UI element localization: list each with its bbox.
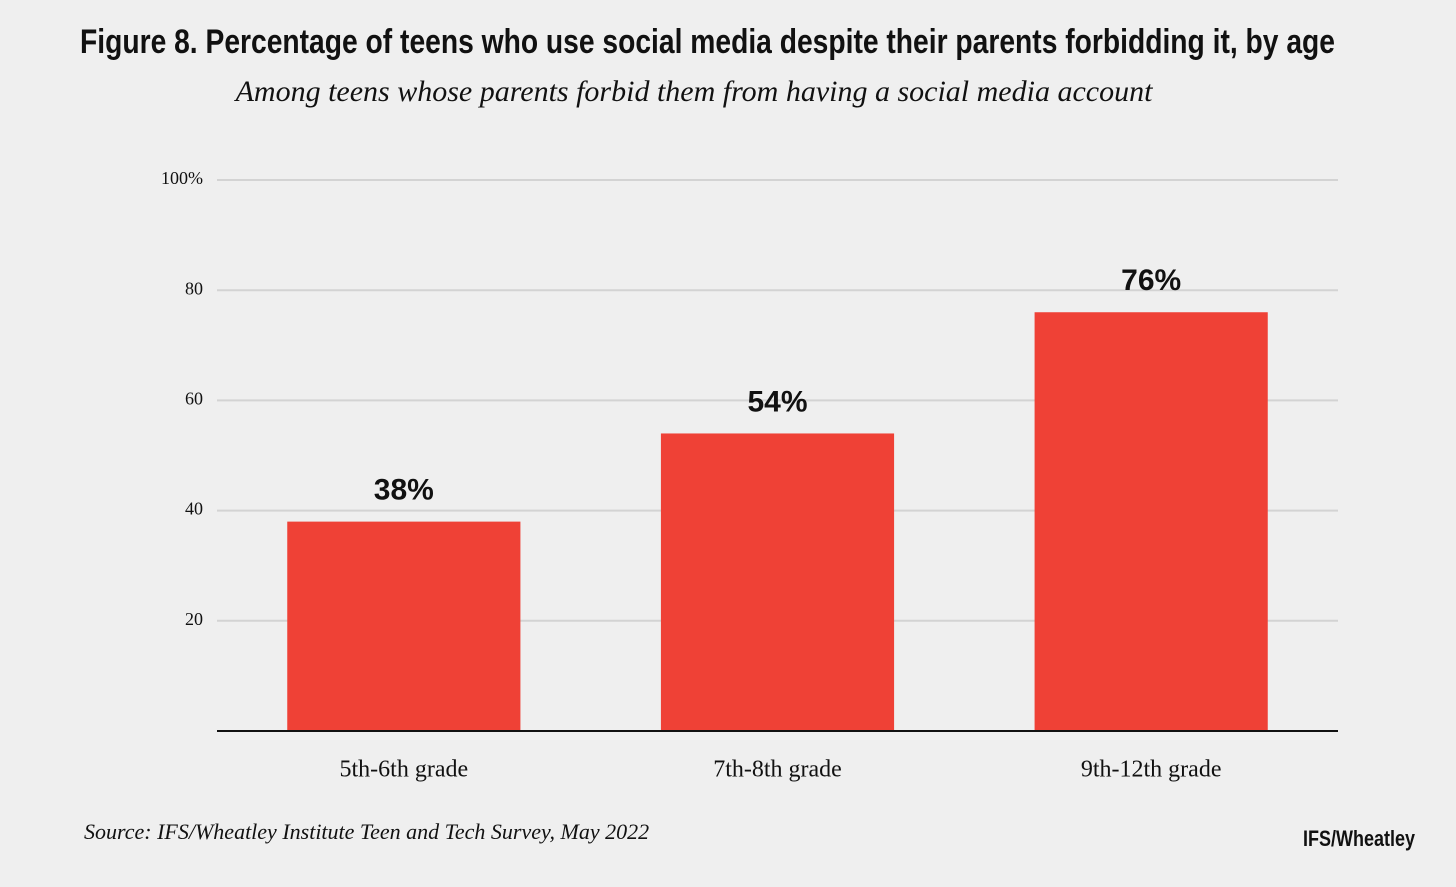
credit: IFS/Wheatley: [1303, 826, 1416, 851]
chart-subtitle: Among teens whose parents forbid them fr…: [234, 75, 1153, 108]
x-tick-label: 5th-6th grade: [340, 757, 469, 783]
x-tick-label: 7th-8th grade: [713, 757, 842, 783]
source: Source: IFS/Wheatley Institute Teen and …: [84, 819, 649, 844]
bar: [1034, 312, 1268, 731]
y-tick-label: 80: [185, 278, 203, 298]
value-label: 54%: [747, 385, 807, 418]
chart-title: Figure 8. Percentage of teens who use so…: [80, 23, 1335, 61]
y-tick-label: 60: [185, 389, 203, 409]
value-label: 38%: [374, 474, 434, 507]
bar: [287, 521, 521, 731]
x-tick-label: 9th-12th grade: [1081, 757, 1222, 783]
bar: [660, 433, 895, 731]
y-tick-label: 20: [185, 609, 203, 629]
value-label: 76%: [1121, 264, 1181, 297]
y-tick-label: 100%: [161, 168, 203, 188]
y-tick-label: 40: [185, 499, 203, 519]
